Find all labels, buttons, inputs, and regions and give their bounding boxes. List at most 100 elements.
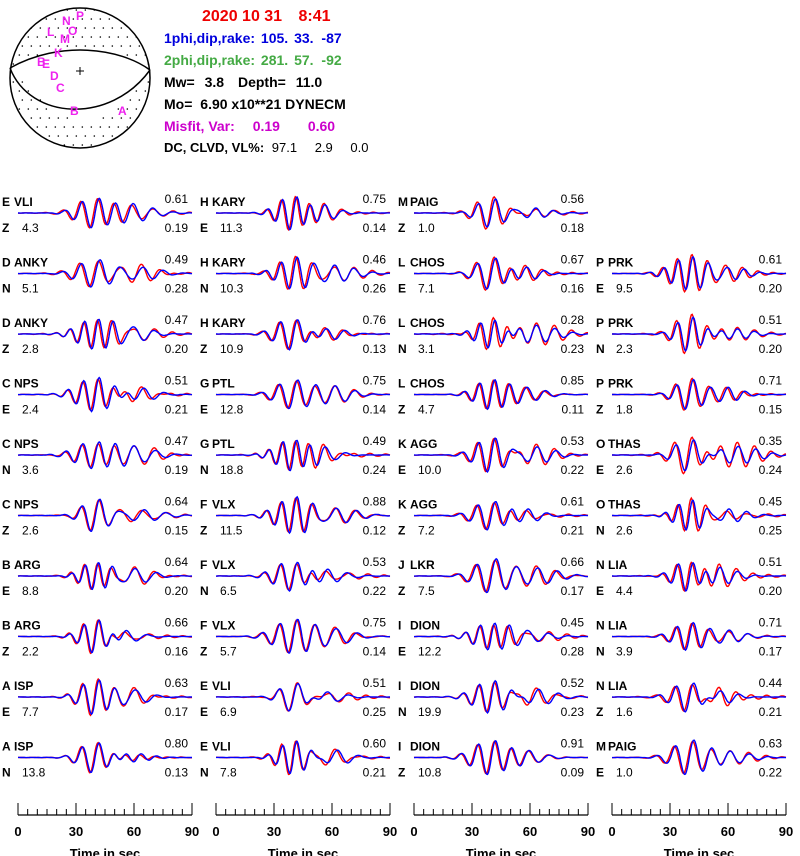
compression-dot: [30, 9, 33, 11]
component-label: N: [596, 342, 605, 356]
station-code-label: M: [398, 195, 408, 209]
synthetic-trace: [612, 316, 786, 352]
compression-dot: [27, 18, 30, 20]
time-shift-label: 0.21: [363, 766, 387, 780]
time-axis-title: Time in sec: [466, 846, 537, 856]
time-axis-title: Time in sec: [664, 846, 735, 856]
station-marker: C: [56, 81, 65, 95]
compression-dot: [108, 126, 111, 128]
station-marker: K: [54, 46, 63, 60]
station-code-label: D: [2, 256, 11, 270]
component-label: Z: [200, 342, 207, 356]
synthetic-trace: [612, 499, 787, 531]
station-marker: B: [70, 104, 79, 118]
compression-dot: [10, 36, 12, 38]
time-shift-label: 0.14: [363, 221, 387, 235]
compression-dot: [72, 126, 75, 128]
component-label: Z: [200, 524, 207, 538]
station-code-label: O: [596, 437, 605, 451]
variance-reduction-label: 0.63: [759, 737, 783, 751]
compression-dot: [45, 108, 48, 110]
component-label: E: [596, 463, 604, 477]
synthetic-trace: [612, 255, 786, 291]
time-shift-label: 0.21: [165, 403, 189, 417]
compression-dot: [138, 99, 141, 101]
dc-label: DC, CLVD, VL%:: [164, 140, 265, 155]
station-name-label: LKR: [410, 558, 435, 572]
compression-dot: [81, 144, 84, 146]
synthetic-trace: [413, 500, 589, 531]
compression-dot: [30, 135, 33, 137]
time-shift-label: 0.14: [363, 403, 387, 417]
mo-label: Mo=: [164, 96, 193, 112]
compression-dot: [10, 54, 12, 56]
time-shift-label: 0.21: [561, 524, 585, 538]
station-name-label: DION: [410, 679, 440, 693]
time-shift-label: 0.20: [759, 342, 783, 356]
time-shift-label: 0.26: [363, 282, 387, 296]
station-name-label: VLX: [212, 558, 235, 572]
station-code-label: A: [2, 740, 11, 754]
variance-reduction-label: 0.80: [165, 737, 189, 751]
np1-strike: 105.: [260, 30, 289, 46]
station-code-label: G: [200, 437, 209, 451]
station-code-label: H: [200, 195, 209, 209]
compression-dot: [66, 27, 69, 29]
component-label: E: [2, 403, 10, 417]
station-code-label: F: [200, 498, 207, 512]
synthetic-trace: [414, 198, 589, 228]
variance-reduction-label: 0.63: [165, 676, 189, 690]
synthetic-trace: [612, 439, 787, 472]
compression-dot: [10, 126, 12, 128]
compression-dot: [63, 36, 66, 38]
component-label: Z: [2, 645, 9, 659]
station-name-label: PRK: [608, 316, 634, 330]
variance-reduction-label: 0.85: [561, 374, 585, 388]
distance-label: 7.8: [220, 766, 237, 780]
synthetic-trace: [18, 376, 192, 413]
compression-dot: [147, 81, 150, 83]
compression-dot: [18, 144, 21, 146]
time-tick-label: 90: [581, 824, 595, 839]
component-label: E: [200, 221, 208, 235]
compression-dot: [75, 45, 78, 47]
variance-reduction-label: 0.75: [363, 616, 387, 630]
distance-label: 2.6: [616, 463, 633, 477]
synthetic-trace: [18, 440, 192, 470]
compression-dot: [111, 9, 114, 11]
distance-label: 1.0: [616, 766, 633, 780]
variance-reduction-label: 0.51: [759, 313, 783, 327]
station-code-label: C: [2, 437, 11, 451]
compression-dot: [111, 45, 114, 47]
compression-dot: [66, 45, 69, 47]
misfit-label: Misfit, Var:: [164, 118, 235, 134]
time-shift-label: 0.23: [561, 342, 585, 356]
station-name-label: AGG: [410, 437, 437, 451]
observed-trace: [413, 316, 588, 351]
station-marker: E: [42, 57, 50, 71]
compression-dot: [84, 45, 87, 47]
station-code-label: N: [596, 558, 605, 572]
vl-value: 0.0: [350, 140, 369, 155]
compression-dot: [144, 36, 147, 38]
time-axis-title: Time in sec: [268, 846, 339, 856]
station-name-label: AGG: [410, 498, 437, 512]
synthetic-trace: [215, 618, 391, 654]
compression-dot: [147, 45, 150, 47]
compression-dot: [21, 27, 24, 29]
station-name-label: CHOS: [410, 377, 445, 391]
compression-dot: [144, 18, 147, 20]
np2-label: 2phi,dip,rake:: [164, 52, 256, 68]
variance-reduction-label: 0.76: [363, 313, 387, 327]
station-name-label: NPS: [14, 498, 39, 512]
compression-dot: [63, 126, 66, 128]
synthetic-trace: [216, 495, 391, 535]
synthetic-trace: [216, 319, 390, 351]
station-name-label: PAIG: [608, 740, 636, 754]
compression-dot: [102, 27, 105, 29]
synthetic-trace: [414, 679, 588, 715]
time-shift-label: 0.22: [363, 584, 387, 598]
variance-reduction-label: 0.60: [363, 737, 387, 751]
compression-dot: [45, 36, 48, 38]
synthetic-trace: [18, 197, 192, 229]
